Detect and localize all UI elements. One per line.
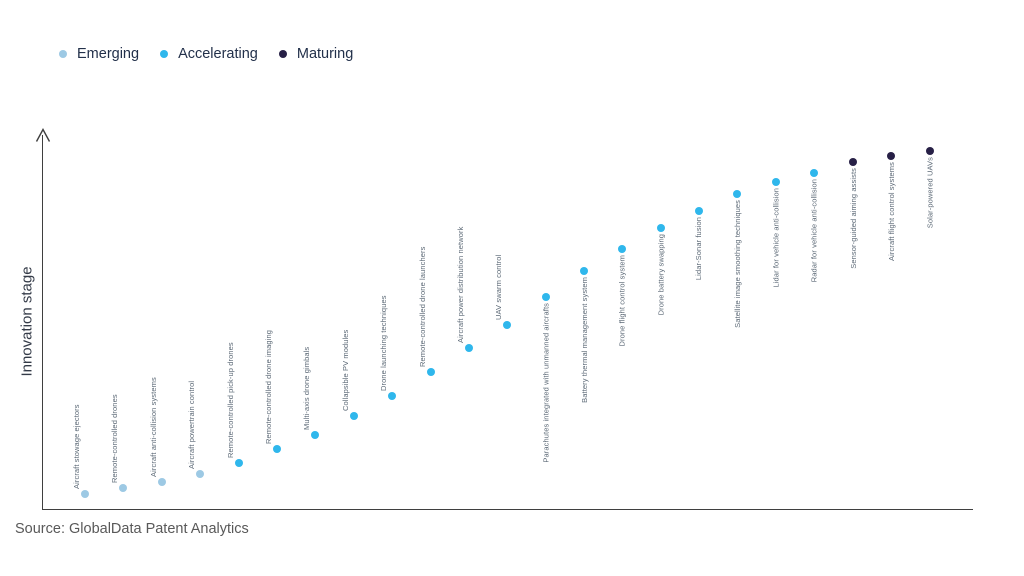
data-point: [772, 178, 780, 186]
point-label: Drone launching techniques: [378, 295, 388, 391]
data-point: [465, 344, 473, 352]
point-label: Remote-controlled drone launchers: [417, 246, 427, 367]
point-label: Lidar-Sonar fusion: [694, 217, 704, 281]
point-label: Satellite image smoothing techniques: [732, 200, 742, 328]
legend-label-accelerating: Accelerating: [178, 46, 258, 62]
point-label: UAV swarm control: [493, 254, 503, 320]
legend-dot-maturing-icon: [278, 50, 287, 58]
point-label: Drone flight control system: [617, 255, 627, 347]
point-label: Battery thermal management system: [579, 277, 589, 403]
x-axis-line: [42, 509, 973, 511]
legend-item-emerging: Emerging: [59, 46, 139, 62]
data-point: [273, 445, 281, 453]
legend-dot-emerging-icon: [59, 50, 67, 58]
data-point: [695, 207, 703, 215]
data-point: [657, 224, 665, 232]
point-label: Lidar for vehicle anti-collision: [771, 188, 781, 288]
point-label: Radar for vehicle anti-collision: [809, 179, 819, 283]
y-axis-arrow-icon: [35, 128, 51, 142]
data-point: [503, 321, 511, 329]
data-point: [196, 470, 204, 478]
data-point: [926, 147, 934, 155]
legend: Emerging Accelerating Maturing: [59, 46, 353, 62]
point-label: Remote-controlled pick-up drones: [225, 342, 235, 458]
legend-label-maturing: Maturing: [296, 46, 354, 62]
data-point: [158, 478, 166, 486]
data-point: [388, 392, 396, 400]
data-point: [311, 431, 319, 439]
data-point: [733, 190, 741, 198]
y-axis-title: Innovation stage: [18, 266, 36, 377]
data-point: [618, 245, 626, 253]
data-point: [542, 293, 550, 301]
point-label: Remote-controlled drones: [109, 394, 119, 483]
point-label: Drone battery swapping: [656, 234, 666, 316]
point-label: Remote-controlled drone imaging: [263, 330, 273, 444]
point-label: Aircraft anti-collision systems: [148, 377, 158, 477]
point-label: Parachutes integrated with unmanned airc…: [541, 303, 551, 463]
data-point: [81, 490, 89, 498]
point-label: Multi-axis drone gimbals: [301, 346, 311, 430]
legend-label-emerging: Emerging: [77, 46, 140, 62]
source-caption: Source: GlobalData Patent Analytics: [15, 521, 249, 537]
point-label: Aircraft powertrain control: [186, 380, 196, 469]
legend-dot-accelerating-icon: [160, 50, 169, 58]
legend-item-maturing: Maturing: [278, 46, 354, 62]
point-label: Solar-powered UAVs: [925, 157, 935, 229]
y-axis-line: [42, 135, 44, 510]
point-label: Sensor-guided aiming assists: [848, 168, 858, 269]
point-label: Collapsible PV modules: [340, 329, 350, 411]
point-label: Aircraft flight control systems: [886, 162, 896, 261]
data-point: [580, 267, 588, 275]
point-label: Aircraft stowage ejectors: [71, 404, 81, 489]
data-point: [119, 484, 127, 492]
data-point: [887, 152, 895, 160]
data-point: [350, 412, 358, 420]
data-point: [427, 368, 435, 376]
data-point: [235, 459, 243, 467]
legend-item-accelerating: Accelerating: [160, 46, 258, 62]
data-point: [849, 158, 857, 166]
point-label: Aircraft power distribution network: [455, 226, 465, 343]
data-point: [810, 169, 818, 177]
